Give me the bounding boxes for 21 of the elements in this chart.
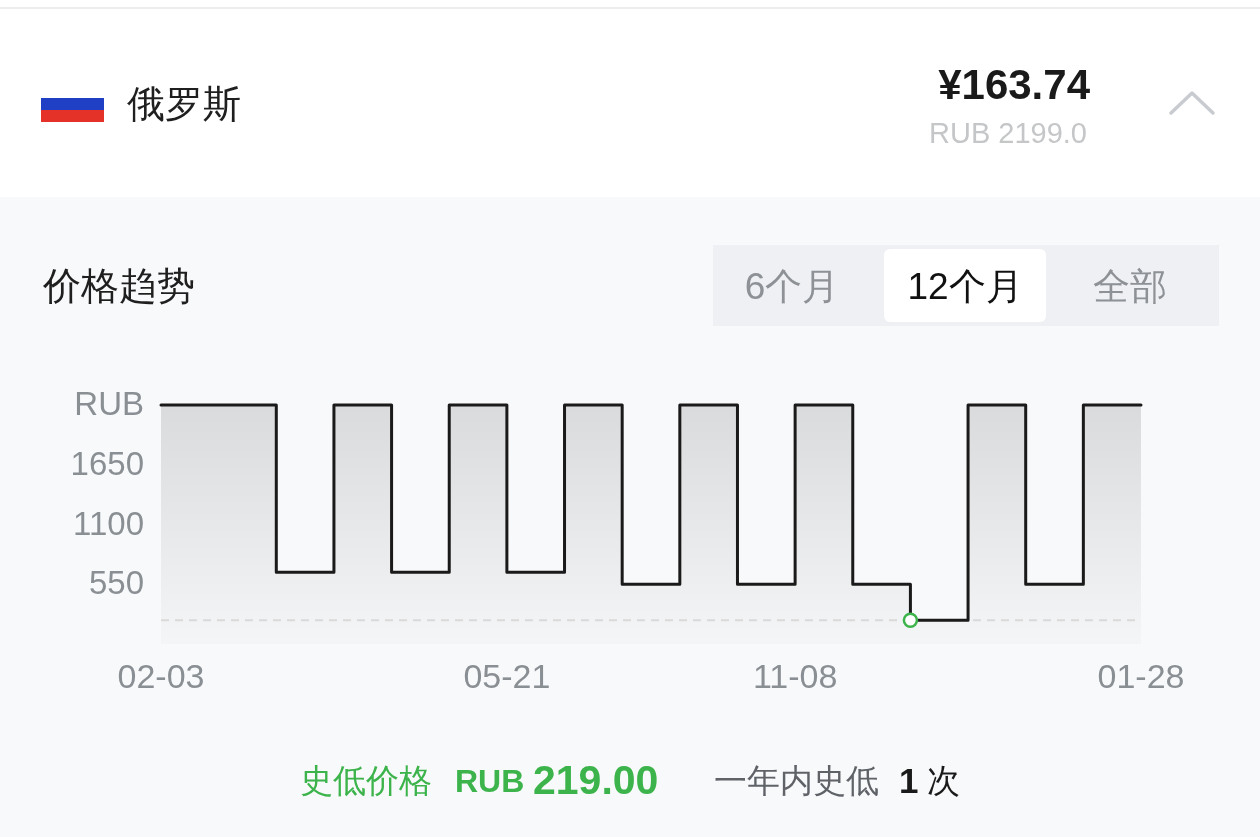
text: 一年内史低 [714,761,879,799]
text: ¥163.74 [938,60,1091,108]
text: 12个月 [907,265,1023,307]
chart-title: 价格趋势 [42,265,195,307]
y-tick-label: 550 [88,563,144,601]
x-tick-label: 02-03 [117,657,205,695]
y-tick-label: 1650 [70,444,144,482]
text: 次 [927,761,960,799]
x-tick-label: 05-21 [463,657,551,695]
text: 6个月 [744,265,840,307]
text: 俄罗斯 [127,83,241,125]
x-tick-label: 01-28 [1097,657,1185,695]
x-tick-label: 11-08 [752,657,838,695]
text: RUB 2199.0 [929,117,1087,149]
y-tick-label: RUB [74,384,144,422]
text: 全部 [1093,265,1167,307]
text: 史低价格 [300,761,432,799]
text: 1 [899,760,919,800]
y-tick-label: 1100 [73,504,144,541]
text: 219.00 [533,757,659,803]
text: RUB [455,763,525,799]
